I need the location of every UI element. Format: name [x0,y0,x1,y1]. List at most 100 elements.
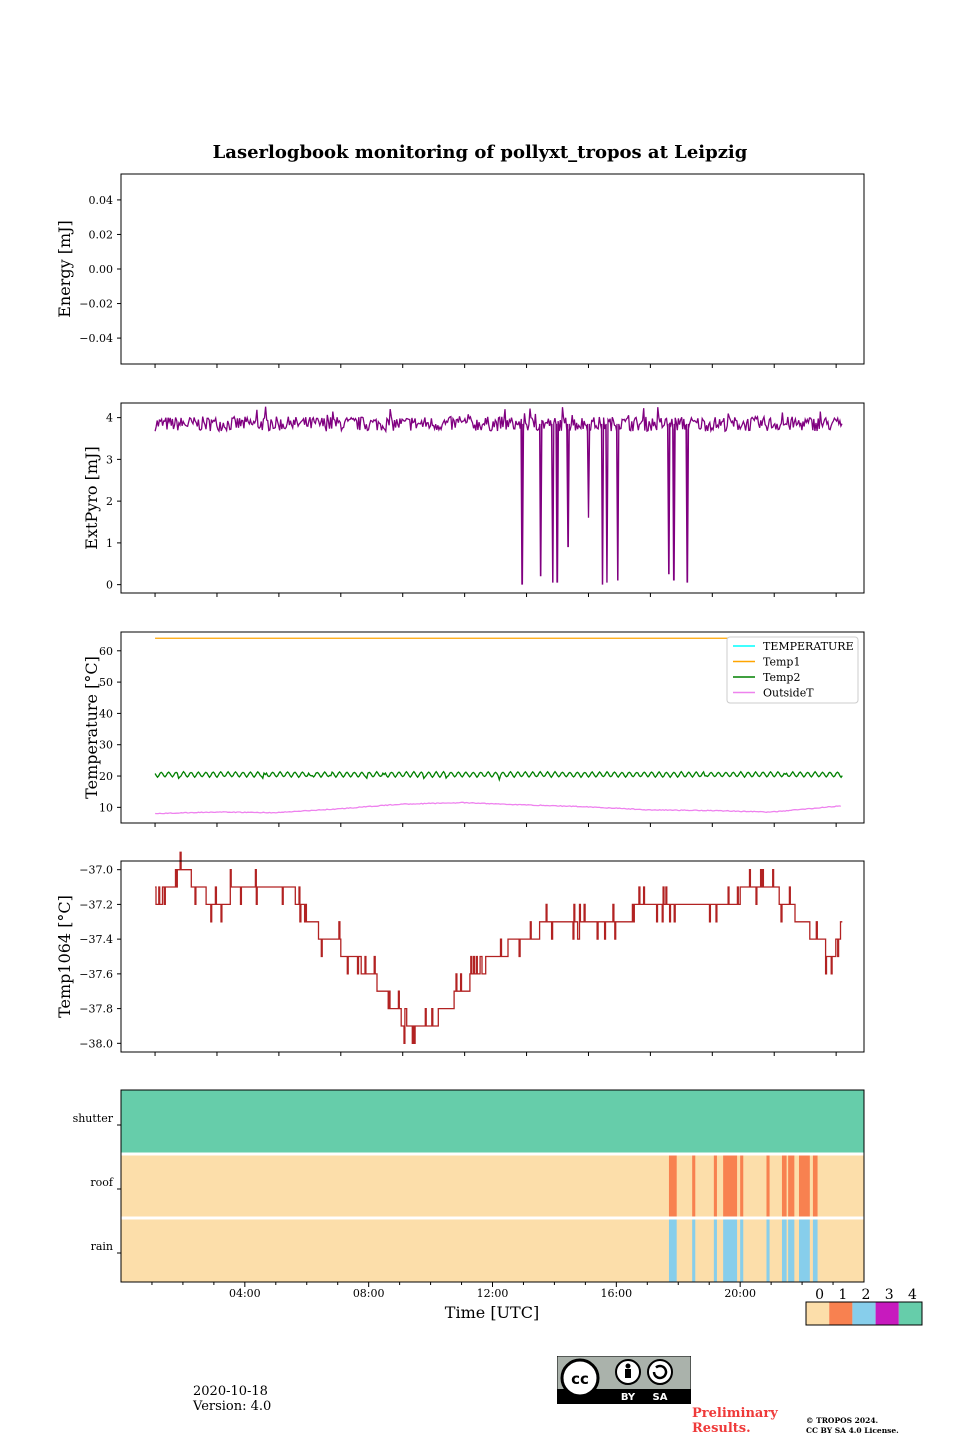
cc-by-text: BY [621,1392,636,1403]
axes-frame-energy [120,173,865,365]
colorbar-label: 0 [815,1287,824,1303]
status-event-roof [713,1154,717,1218]
date-label: 2020-10-18 Version: 4.0 [193,1384,271,1414]
y-tick-label-temperature: 40 [99,707,113,720]
legend-box [726,636,859,704]
colorbar-swatch-3 [875,1302,899,1325]
y-tick-label-temperature: 50 [99,676,113,689]
status-event-rain [766,1218,770,1282]
legend-entry: OutsideT [763,687,814,700]
status-row-roof [121,1154,864,1218]
status-event-rain [668,1218,677,1282]
y-tick-label-extpyro: 1 [106,537,113,550]
axes-frame-temperature [120,631,865,824]
status-event-rain [713,1218,717,1282]
legend-entry: Temp1 [763,656,800,669]
x-tick-label: 20:00 [724,1287,756,1300]
axes-frame-extpyro [120,402,865,594]
y-tick-label-energy: 0.02 [89,228,114,241]
y-tick-label-energy: 0.00 [89,263,114,276]
status-event-rain [788,1218,795,1282]
y-tick-label-extpyro: 2 [106,495,113,508]
sa-icon [647,1359,673,1385]
x-tick-label: 08:00 [353,1287,385,1300]
status-event-rain [723,1218,738,1282]
status-event-roof [723,1154,738,1218]
panel-status: shutter roof rain 04:00 08:00 12:00 16:00 20:00… [73,1089,923,1326]
status-event-rain [812,1218,818,1282]
y-axis-label-energy: Energy [mJ] [55,220,74,318]
status-event-roof [692,1154,696,1218]
colorbar-swatch-4 [898,1302,922,1325]
y-tick-label-temp1064: −38.0 [79,1037,113,1050]
status-event-rain [798,1218,810,1282]
status-event-roof [788,1154,795,1218]
colorbar-label: 4 [908,1287,917,1303]
series-temp1064 [155,851,843,1044]
y-tick-label-temperature: 10 [99,801,113,814]
series-temp2 [154,770,843,782]
status-event-roof [781,1154,787,1218]
status-event-roof [766,1154,770,1218]
x-tick-label: 04:00 [229,1287,261,1300]
status-row-shutter [121,1090,864,1154]
cc-license-logo: cc BY SA [557,1356,691,1404]
cc-sa-text: SA [653,1392,668,1403]
y-tick-label-energy: 0.04 [89,194,114,207]
preliminary-line2: Results. [692,1421,751,1436]
status-event-roof [740,1154,744,1218]
svg-text:cc: cc [571,1370,589,1388]
y-axis-label-extpyro: ExtPyro [mJ] [82,446,101,549]
status-row-rain [121,1218,864,1282]
version-text: Version: 4.0 [193,1399,272,1414]
preliminary-line1: Preliminary [692,1406,778,1421]
y-tick-label-temperature: 20 [99,770,113,783]
y-tick-label-extpyro: 3 [106,453,113,466]
y-tick-label-temp1064: −37.4 [79,933,113,946]
series-outsideT [155,801,841,815]
colorbar-label: 2 [862,1287,871,1303]
y-tick-label-temp1064: −37.6 [79,968,113,981]
figure-title: Laserlogbook monitoring of pollyxt_tropo… [213,142,748,163]
legend-entry: TEMPERATURE [763,640,854,653]
status-event-rain [692,1218,696,1282]
x-tick-label: 12:00 [477,1287,509,1300]
y-tick-label-temp1064: −37.0 [79,864,113,877]
copyright-line1: © TROPOS 2024. [806,1416,879,1425]
colorbar-swatch-1 [829,1302,853,1325]
colorbar-label: 3 [885,1287,894,1303]
series-extpyro [154,406,843,585]
y-tick-label-energy: −0.04 [79,332,113,345]
status-event-roof [668,1154,677,1218]
axes-frame-temp1064 [120,860,865,1053]
legend: TEMPERATURE Temp1 Temp2 OutsideT [726,636,859,704]
x-axis-label: Time [UTC] [445,1303,539,1322]
panel-extpyro: 0 1 2 3 4 ExtPyro [mJ] [82,402,865,597]
colorbar-swatch-0 [806,1302,830,1325]
colorbar-label: 1 [838,1287,847,1303]
panel-temp1064: −37.0 −37.2 −37.4 −37.6 −37.8 −38.0 Temp1064 [… [55,851,865,1056]
colorbar-swatch-2 [852,1302,876,1325]
status-row-label-shutter: shutter [73,1112,114,1125]
y-axis-label-temp1064: Temp1064 [°C] [55,895,74,1018]
cc-icon [560,1358,600,1398]
status-event-rain [740,1218,744,1282]
date-text: 2020-10-18 [193,1384,268,1399]
y-tick-label-temperature: 30 [99,739,113,752]
status-event-roof [812,1154,818,1218]
y-tick-label-extpyro: 0 [106,579,113,592]
x-tick-label: 16:00 [600,1287,632,1300]
y-tick-label-extpyro: 4 [106,412,113,425]
copyright-line2: CC BY SA 4.0 License. [806,1426,899,1435]
y-axis-label-temperature: Temperature [°C] [82,656,101,799]
status-row-label-rain: rain [91,1240,113,1253]
y-tick-label-temp1064: −37.8 [79,1003,113,1016]
copyright-note: © TROPOS 2024. CC BY SA 4.0 License. [806,1416,899,1436]
y-tick-label-energy: −0.02 [79,298,113,311]
preliminary-note: Preliminary Results. [692,1406,778,1436]
status-row-label-roof: roof [90,1176,114,1189]
y-tick-label-temperature: 60 [99,645,113,658]
